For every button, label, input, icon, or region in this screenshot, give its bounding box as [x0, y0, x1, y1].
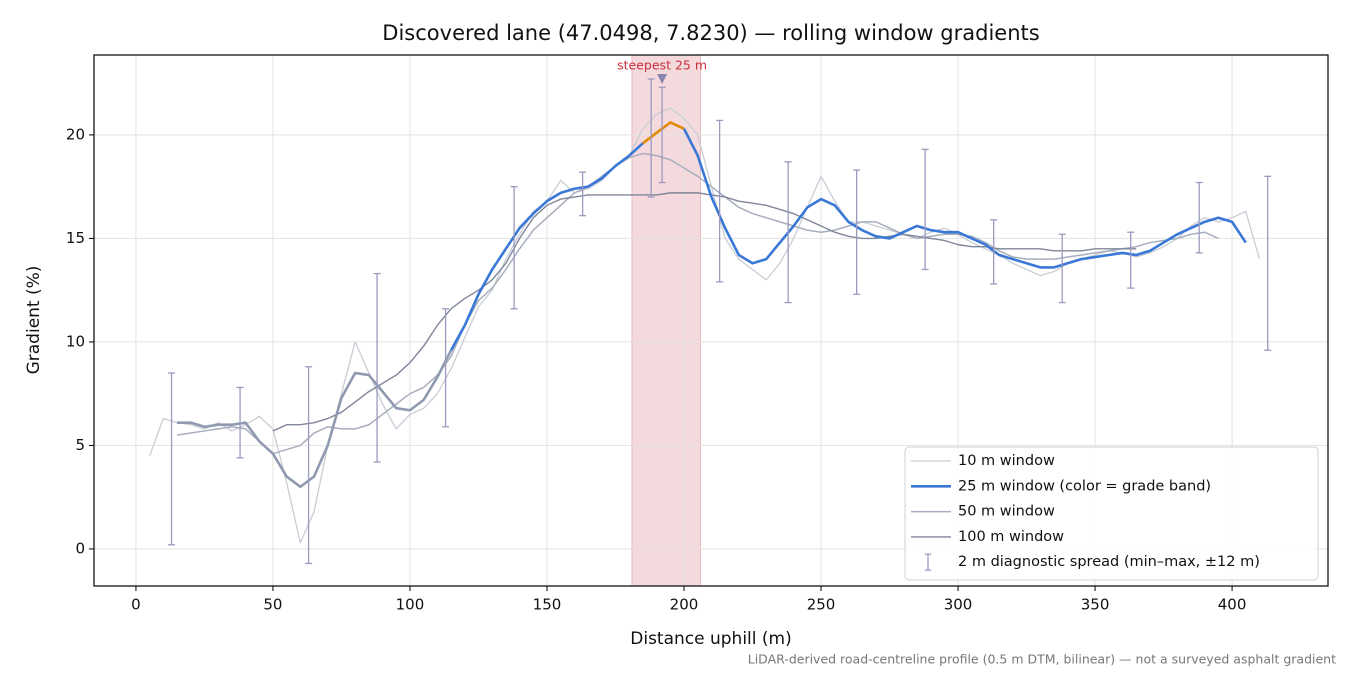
- x-tick-label: 350: [1081, 596, 1110, 614]
- legend-label: 2 m diagnostic spread (min–max, ±12 m): [958, 554, 1260, 570]
- legend-label: 10 m window: [958, 453, 1055, 469]
- steepest-marker: [657, 74, 668, 85]
- series-line: [682, 128, 1247, 269]
- annotation: steepest 25 m: [617, 58, 707, 73]
- chart-title: Discovered lane (47.0498, 7.8230) — roll…: [382, 21, 1039, 45]
- x-tick-label: 200: [670, 596, 699, 614]
- y-tick-label: 10: [66, 332, 85, 350]
- series-line: [272, 192, 1137, 432]
- x-tick-label: 50: [263, 596, 282, 614]
- legend: [904, 446, 1319, 581]
- x-tick-label: 150: [533, 596, 562, 614]
- axes-frame: [93, 54, 1329, 587]
- legend-label: 100 m window: [958, 529, 1064, 545]
- x-tick-label: 250: [807, 596, 836, 614]
- x-tick-label: 400: [1218, 596, 1247, 614]
- legend-label: 50 m window: [958, 504, 1055, 520]
- footnote: LiDAR-derived road-centreline profile (0…: [748, 652, 1336, 667]
- series-line: [642, 121, 685, 145]
- y-tick-label: 15: [66, 229, 85, 247]
- y-tick-label: 20: [66, 125, 85, 143]
- x-tick-label: 300: [944, 596, 973, 614]
- x-tick-label: 0: [131, 596, 141, 614]
- legend-label: 25 m window (color = grade band): [958, 478, 1211, 494]
- series-line: [176, 152, 1219, 455]
- y-tick-label: 0: [75, 539, 85, 557]
- y-tick-label: 5: [75, 436, 85, 454]
- x-axis-label: Distance uphill (m): [630, 629, 791, 649]
- series-line: [449, 142, 644, 351]
- series-line: [177, 349, 453, 489]
- y-axis-label: Gradient (%): [24, 266, 44, 375]
- x-tick-label: 100: [396, 596, 425, 614]
